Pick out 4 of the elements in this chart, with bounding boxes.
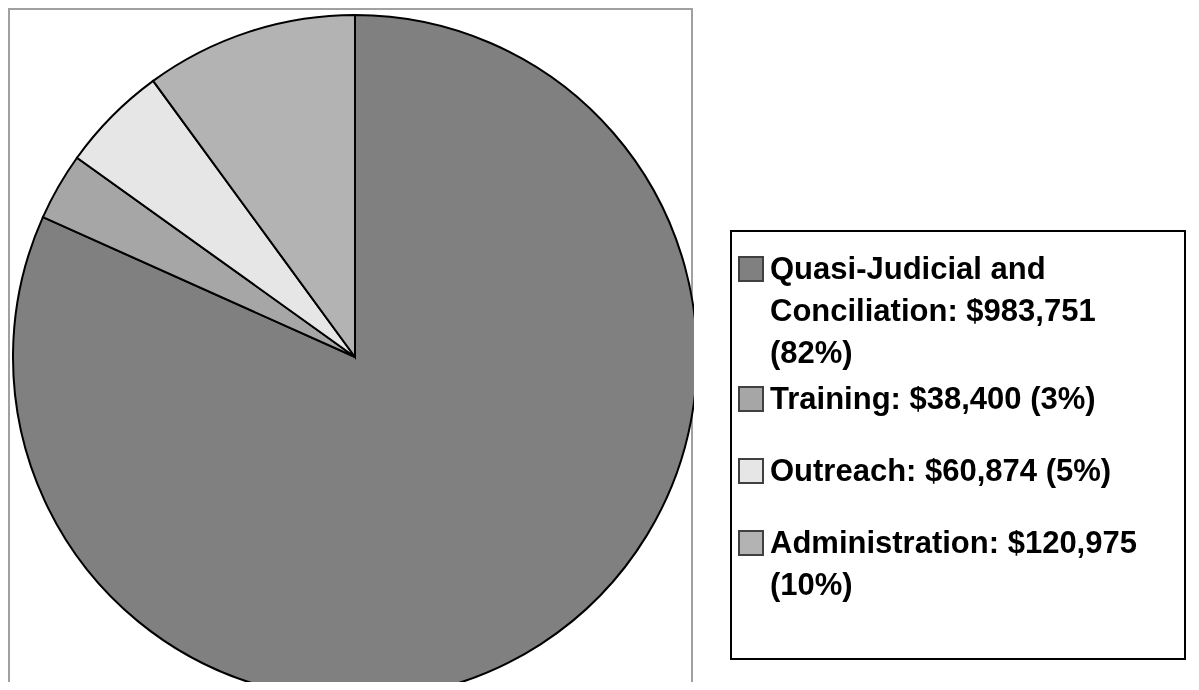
legend-label: Training: $38,400 (3%) [770, 380, 1096, 418]
legend-label: Administration: $120,975 (10%) [770, 524, 1138, 604]
legend-label: Outreach: $60,874 (5%) [770, 452, 1112, 490]
legend-label: Quasi-Judicial and Conciliation: $983,751 (82%) [770, 250, 1097, 372]
